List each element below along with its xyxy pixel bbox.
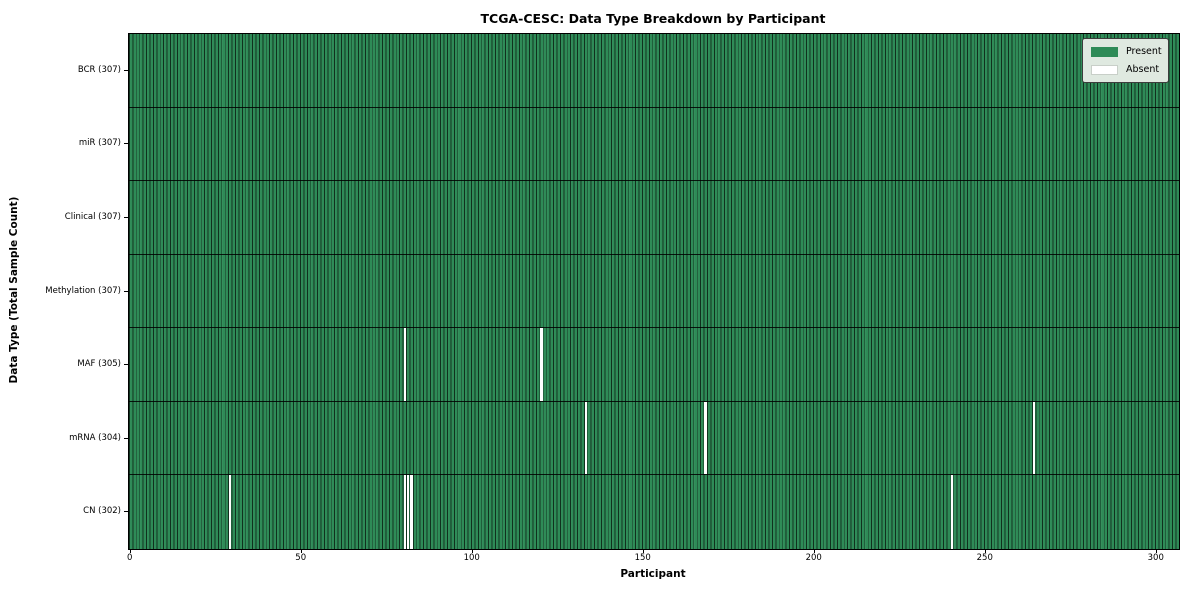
present-swatch-icon xyxy=(1091,46,1118,57)
legend-item-present: Present xyxy=(1091,46,1162,57)
legend-label-absent: Absent xyxy=(1126,64,1160,75)
y-tick-mark xyxy=(124,216,128,218)
y-tick-label: miR (307) xyxy=(78,138,121,149)
heatmap-row-clinical xyxy=(129,181,1179,255)
x-tick-label: 150 xyxy=(634,553,651,563)
x-tick-mark xyxy=(813,549,815,553)
absent-cell xyxy=(406,475,410,549)
y-tick-label: Clinical (307) xyxy=(64,211,121,222)
x-tick-mark xyxy=(300,549,302,553)
x-tick-label: 200 xyxy=(805,553,822,563)
x-axis-label: Participant xyxy=(620,568,686,580)
absent-cell xyxy=(950,475,954,549)
absent-cell xyxy=(403,475,406,549)
heatmap-row-mrna xyxy=(129,401,1179,476)
x-tick-label: 250 xyxy=(976,553,993,563)
x-tick-mark xyxy=(471,549,473,553)
heatmap-plot xyxy=(128,33,1180,550)
heatmap-row-maf xyxy=(129,328,1179,402)
y-tick-mark xyxy=(124,69,128,71)
heatmap-row-bcr xyxy=(129,34,1179,108)
x-tick-mark xyxy=(984,549,986,553)
x-tick-label: 100 xyxy=(463,553,480,563)
x-tick-mark xyxy=(1155,549,1157,553)
absent-cell xyxy=(1032,401,1036,475)
absent-cell xyxy=(584,401,588,475)
y-tick-label: CN (302) xyxy=(83,506,121,517)
y-tick-mark xyxy=(124,437,128,439)
y-tick-label: Methylation (307) xyxy=(45,285,121,296)
absent-cell xyxy=(229,475,232,549)
absent-cell xyxy=(403,328,406,401)
y-tick-label: BCR (307) xyxy=(77,64,121,75)
x-tick-label: 300 xyxy=(1147,553,1164,563)
absent-cell xyxy=(410,475,413,549)
y-tick-label: MAF (305) xyxy=(77,359,121,370)
y-tick-mark xyxy=(124,364,128,366)
x-tick-mark xyxy=(129,549,131,553)
heatmap-row-methylation xyxy=(129,254,1179,329)
y-tick-mark xyxy=(124,143,128,145)
y-tick-mark xyxy=(124,290,128,292)
legend-item-absent: Absent xyxy=(1091,64,1160,75)
heatmap-row-mir xyxy=(129,107,1179,182)
x-tick-mark xyxy=(642,549,644,553)
heatmap-row-cn xyxy=(129,475,1179,549)
y-tick-mark xyxy=(124,511,128,513)
y-tick-label: mRNA (304) xyxy=(69,432,121,443)
absent-swatch-icon xyxy=(1091,64,1118,75)
x-tick-label: 0 xyxy=(126,553,133,563)
legend: Present Absent xyxy=(1082,38,1169,83)
chart-title: TCGA-CESC: Data Type Breakdown by Partic… xyxy=(480,11,826,26)
absent-cell xyxy=(540,328,543,401)
x-tick-label: 50 xyxy=(295,553,307,563)
absent-cell xyxy=(704,401,707,475)
legend-label-present: Present xyxy=(1126,46,1162,57)
